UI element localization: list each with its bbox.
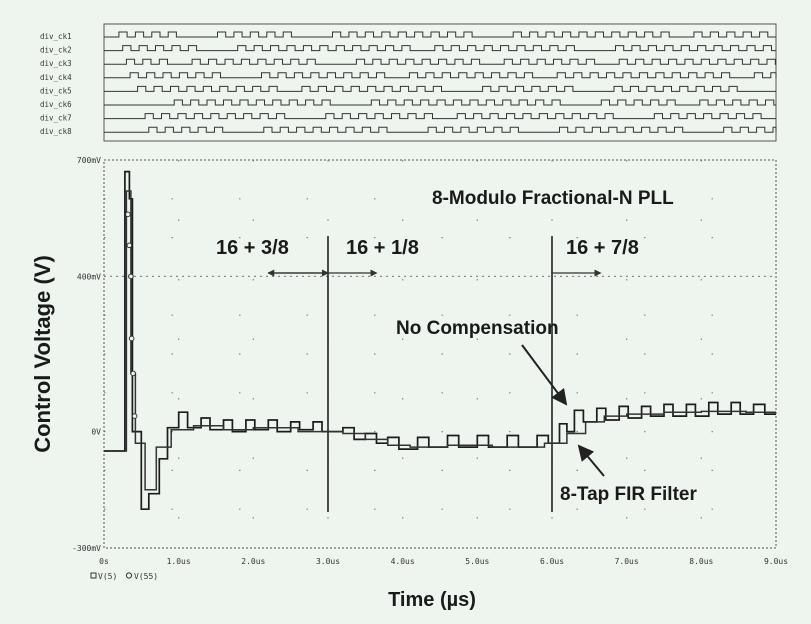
- x-tick-label: 4.0us: [391, 557, 415, 566]
- x-tick-label: 9.0us: [764, 557, 788, 566]
- digital-labels: div_ck1 div_ck2 div_ck3 div_ck4 div_ck5 div_c…: [40, 32, 72, 136]
- annotation-fir-filter: 8-Tap FIR Filter: [560, 484, 697, 505]
- series-marker: [130, 370, 136, 377]
- legend-marker-square: [90, 572, 97, 579]
- x-tick-label: 1.0us: [167, 557, 191, 566]
- digital-wave-div_ck4: [104, 72, 777, 79]
- digital-waves: [104, 31, 777, 133]
- x-tick-label: 0s: [99, 557, 109, 566]
- chart-title: 8-Modulo Fractional-N PLL: [432, 188, 674, 209]
- y-tick-label: 700mV: [77, 156, 101, 165]
- x-tick-label: 7.0us: [615, 557, 639, 566]
- signal-label: div_ck3: [40, 59, 72, 68]
- x-tick-label: 3.0us: [316, 557, 340, 566]
- digital-wave-div_ck6: [104, 99, 776, 106]
- legend-marker-circle: [125, 572, 133, 579]
- digital-wave-div_ck8: [104, 126, 777, 133]
- x-tick-label: 5.0us: [465, 557, 489, 566]
- series-marker: [126, 242, 133, 249]
- y-tick-labels: 700mV 400mV 0V -300mV: [72, 156, 101, 553]
- segment-label-2: 16 + 1/8: [346, 237, 419, 259]
- legend: V(5) V(55): [90, 572, 158, 581]
- digital-wave-div_ck5: [104, 85, 776, 92]
- plot-frame: [103, 159, 777, 549]
- series-layer: [104, 170, 776, 511]
- series-marker: [128, 273, 134, 280]
- analog-panel: 700mV 400mV 0V -300mV 0s 1.0us 2.0us 3.0us 4.0u…: [30, 156, 788, 611]
- series-marker: [128, 335, 135, 342]
- segment-label-1: 16 + 3/8: [216, 237, 289, 259]
- series-line-v5: [104, 170, 776, 511]
- x-tick-labels: 0s 1.0us 2.0us 3.0us 4.0us 5.0us 6.0us 7.0us 8.0…: [99, 557, 788, 566]
- digital-panel: div_ck1 div_ck2 div_ck3 div_ck4 div_ck5 div_c…: [40, 23, 777, 142]
- signal-label: div_ck1: [40, 32, 72, 41]
- digital-panel-frame: [103, 23, 777, 142]
- x-tick-label: 6.0us: [540, 557, 564, 566]
- legend-label-v5: V(5): [98, 572, 117, 581]
- signal-label: div_ck2: [40, 46, 72, 55]
- signal-label: div_ck8: [40, 127, 72, 136]
- grid: [104, 160, 776, 548]
- y-tick-label: 400mV: [77, 272, 101, 281]
- x-tick-label: 2.0us: [241, 557, 265, 566]
- series-marker: [131, 413, 138, 419]
- digital-wave-div_ck7: [104, 113, 776, 120]
- pointer-arrow-no-compensation: [521, 344, 568, 406]
- annotations: 8-Modulo Fractional-N PLL 16 + 3/8 16 + …: [216, 188, 697, 505]
- signal-label: div_ck7: [40, 114, 72, 123]
- annotation-no-compensation: No Compensation: [396, 318, 559, 339]
- series-line-v55: [104, 190, 776, 491]
- digital-wave-div_ck1: [104, 31, 776, 38]
- segment-markers: [267, 236, 602, 512]
- segment-label-3: 16 + 7/8: [566, 237, 639, 259]
- y-tick-label: 0V: [91, 428, 101, 437]
- pointer-arrow-fir-filter: [577, 444, 605, 477]
- y-tick-label: -300mV: [72, 544, 101, 553]
- series-marker: [125, 211, 131, 218]
- digital-wave-div_ck2: [104, 45, 776, 52]
- signal-label: div_ck5: [40, 86, 72, 95]
- x-tick-label: 8.0us: [689, 557, 713, 566]
- signal-label: div_ck6: [40, 100, 72, 109]
- legend-label-v55: V(55): [134, 572, 158, 581]
- y-axis-title: Control Voltage (V): [30, 255, 55, 453]
- x-axis-title: Time (µs): [388, 589, 476, 611]
- digital-wave-div_ck3: [104, 58, 776, 65]
- signal-label: div_ck4: [40, 73, 72, 82]
